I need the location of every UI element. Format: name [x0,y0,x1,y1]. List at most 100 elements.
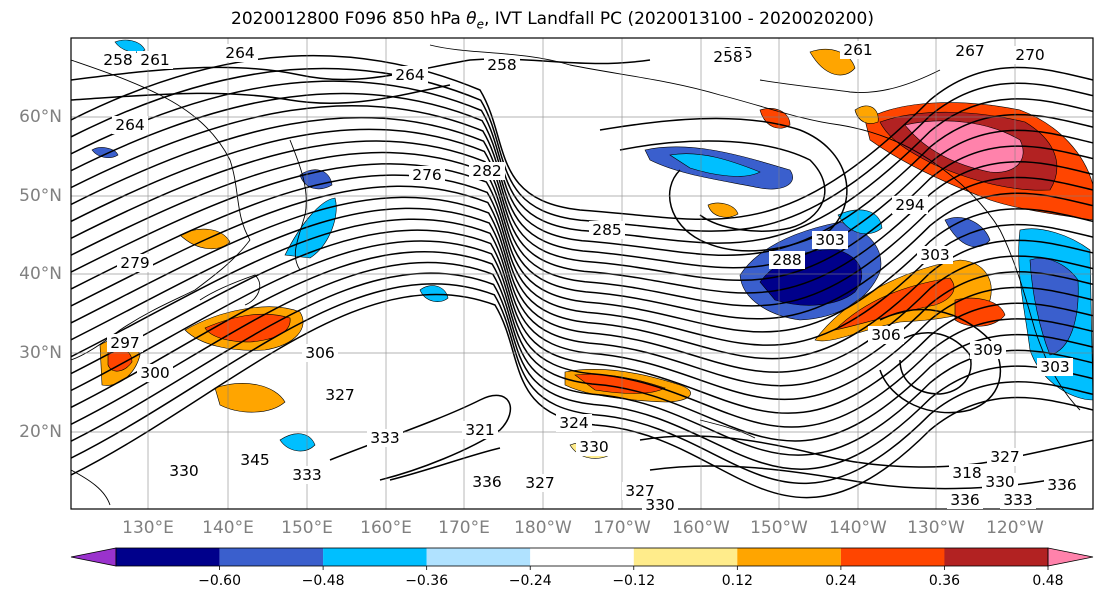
contour-label-bg [222,44,258,62]
contour-label-bg [812,231,848,249]
theta-e-contour [71,151,1093,320]
contour-label-bg [289,466,325,484]
contour-label-bg [137,51,173,69]
lon-label: 160°W [672,518,730,538]
lon-label: 140°W [829,518,887,538]
theta-e-contour [899,332,972,395]
contour-label: 294 [895,196,925,214]
contour-label-bg [556,414,592,432]
colorbar-segment [323,548,427,566]
colorbar-extend-high [1047,547,1094,567]
contour-label: 327 [325,386,355,404]
contour-label-bg [952,42,988,60]
contour-label-bg [409,166,445,184]
contour-label: 333 [370,429,400,447]
colorbar-segment [116,548,220,566]
latitude-labels: 60°N 50°N 40°N 30°N 20°N [19,107,62,442]
lon-label: 120°W [986,518,1044,538]
contour-label-bg [987,448,1023,466]
colorbar-segment [426,548,531,566]
contour-label: 303 [815,231,845,249]
colorbar-tick-label: 0.12 [722,573,753,589]
contour-label: 345 [240,451,270,469]
contour-label-bg [947,491,983,509]
colorbar-segment [944,548,1048,566]
contour-label-bg [469,473,505,491]
contour-label: 336 [950,491,980,509]
colorbar-tick-label: 0.48 [1032,573,1063,589]
contour-label-bg [1044,476,1080,494]
theta-e-contour [71,104,1093,269]
lat-label: 20°N [19,422,62,442]
lon-label: 130°E [122,518,174,538]
colorbar: −0.60 −0.48 −0.36 −0.24 −0.12 0.12 0.24 0.36 0.4… [70,547,1094,589]
colorbar-segment [737,548,841,566]
contour-label: 309 [973,341,1003,359]
coastlines [71,44,1081,506]
contour-label: 303 [1040,358,1070,376]
theta-e-contour [71,80,1093,244]
colorbar-segment [219,548,324,566]
contour-label: 279 [120,254,150,272]
contour-label: 300 [140,364,170,382]
contour-label-bg [589,221,625,239]
lat-label: 60°N [19,107,62,127]
contour-label: 264 [225,44,255,62]
contour-label-bg [392,66,428,84]
colorbar-tick-label: −0.24 [509,573,552,589]
contour-label-bg [522,474,558,492]
contour-label: 258 [487,56,517,74]
contour-label-bg [137,364,173,382]
theta-e-contour [879,308,1001,414]
contour-labels: 2582612642582642642552582612672702762822… [100,41,1080,514]
contour-label-bg [892,196,928,214]
contour-label-bg [1000,491,1036,509]
lat-label: 30°N [19,343,62,363]
theta-e-contour [71,174,1093,346]
contour-label: 264 [395,66,425,84]
theta-e-contour [71,283,1093,485]
contour-label: 330 [985,473,1015,491]
theta-e-contour [71,54,1093,221]
theta-e-contour [71,293,1093,499]
theta-e-contour [71,196,1093,373]
contour-label-bg [112,116,148,134]
contour-label-bg [107,334,143,352]
contour-label-bg [1037,358,1073,376]
contour-label-bg [117,254,153,272]
colorbar-tick-label: −0.48 [302,573,345,589]
colorbar-tick-label: 0.24 [825,573,856,589]
contour-label-bg [484,56,520,74]
theta-e-contour [71,207,1093,387]
theta-e-contour [71,250,1093,442]
contour-label-bg [840,41,876,59]
contour-label-bg [982,473,1018,491]
theta-e-contour [71,163,1093,333]
contour-label: 306 [305,344,335,362]
theta-e-contour [71,229,1093,414]
longitude-labels: 130°E 140°E 150°E 160°E 170°E 180°W 170°… [122,518,1044,538]
lat-label: 40°N [19,264,62,284]
theta-e-contour [71,140,1093,307]
theta-e-contour [599,117,848,252]
lon-label: 170°E [438,518,490,538]
contour-label-bg [1012,46,1048,64]
contour-label: 324 [559,414,589,432]
contour-label-bg [302,344,338,362]
contour-label: 336 [472,473,502,491]
lon-label: 170°W [593,518,651,538]
contour-label-bg [622,482,658,500]
contour-label: 327 [525,474,555,492]
colorbar-segment [530,548,634,566]
contour-label: 258 [103,51,133,69]
lon-label: 140°E [202,518,254,538]
contour-label: 297 [110,334,140,352]
theta-e-contour [71,116,1093,281]
contour-label: 258 [713,48,743,66]
contour-label: 336 [1047,476,1077,494]
lon-label: 160°E [360,518,412,538]
contour-label: 267 [955,42,985,60]
theta-e-contour [71,58,651,81]
contour-label: 285 [592,221,622,239]
